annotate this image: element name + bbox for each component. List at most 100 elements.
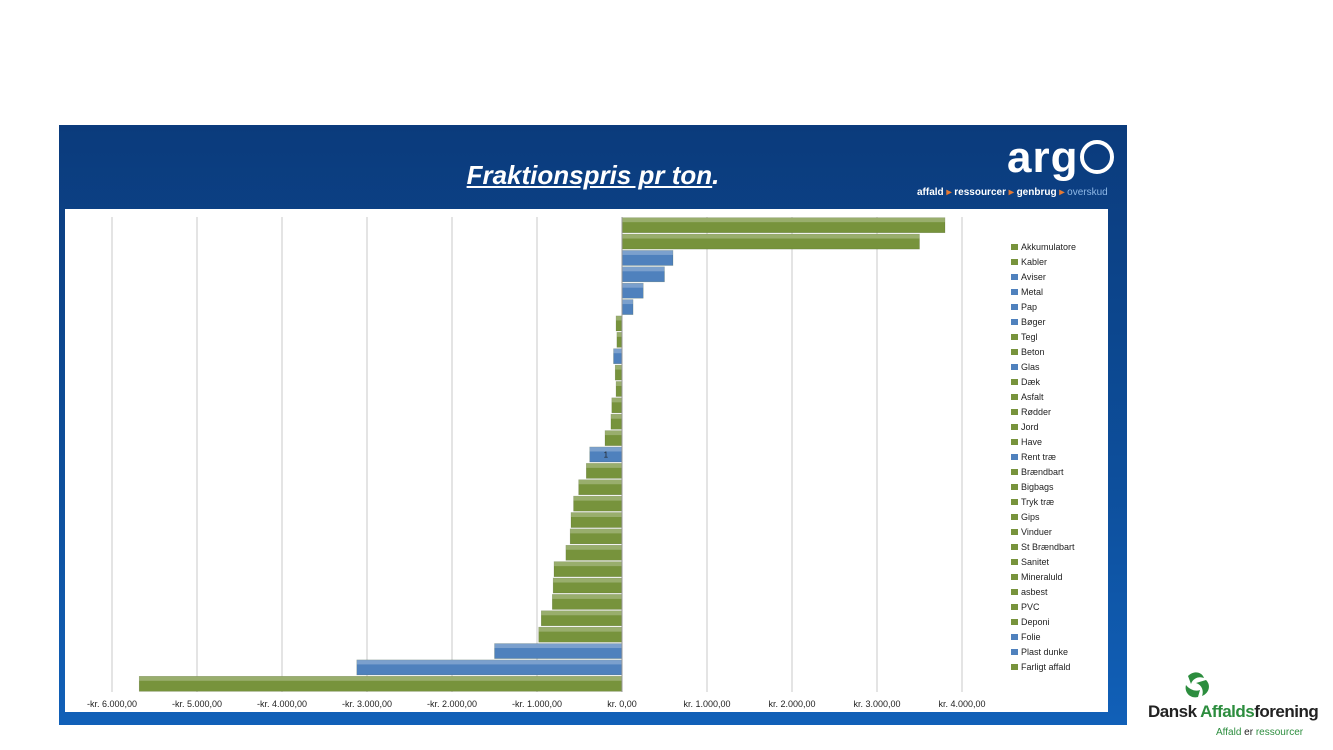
legend-label: Glas bbox=[1021, 362, 1040, 372]
tagline-arrow-1: ▸ bbox=[946, 187, 952, 198]
daf-slogan-part-3: ressourcer bbox=[1255, 727, 1304, 738]
x-tick-label: -kr. 1.000,00 bbox=[512, 699, 562, 709]
legend-label: PVC bbox=[1021, 602, 1040, 612]
legend-label: Mineraluld bbox=[1021, 572, 1063, 582]
bar-highlight bbox=[589, 446, 622, 452]
legend-label: Plast dunke bbox=[1021, 647, 1068, 657]
legend-swatch bbox=[1011, 589, 1018, 595]
bar-highlight bbox=[622, 234, 920, 239]
bar-highlight bbox=[494, 643, 622, 649]
argo-logo: arg bbox=[1007, 133, 1115, 183]
x-tick-label: -kr. 2.000,00 bbox=[427, 699, 477, 709]
x-tick-label: kr. 3.000,00 bbox=[853, 699, 900, 709]
daf-slogan-part-2: er bbox=[1241, 727, 1256, 738]
legend-swatch bbox=[1011, 289, 1018, 295]
legend-swatch bbox=[1011, 604, 1018, 610]
legend-label: Tegl bbox=[1021, 332, 1038, 342]
bar-highlight bbox=[622, 299, 634, 305]
legend-swatch bbox=[1011, 499, 1018, 505]
legend-swatch bbox=[1011, 619, 1018, 625]
x-tick-label: -kr. 6.000,00 bbox=[87, 699, 137, 709]
x-tick-label: kr. 0,00 bbox=[607, 699, 637, 709]
bar-highlight bbox=[616, 332, 622, 337]
bar-highlight bbox=[578, 479, 622, 485]
legend-swatch bbox=[1011, 364, 1018, 370]
legend-label: Tryk træ bbox=[1021, 497, 1054, 507]
bar-highlight bbox=[610, 414, 622, 419]
bar-highlight bbox=[538, 627, 622, 632]
legend-swatch bbox=[1011, 664, 1018, 670]
legend-swatch bbox=[1011, 424, 1018, 430]
legend-label: Folie bbox=[1021, 632, 1041, 642]
bar-highlight bbox=[565, 545, 622, 550]
bar-highlight bbox=[605, 430, 622, 436]
legend-swatch bbox=[1011, 454, 1018, 460]
legend-swatch bbox=[1011, 634, 1018, 640]
legend-label: Sanitet bbox=[1021, 557, 1050, 567]
bar-highlight bbox=[586, 463, 622, 468]
dansk-affaldsforening-logo: Dansk Affaldsforening Affald er ressourc… bbox=[1148, 670, 1319, 745]
bar-chart: -kr. 6.000,00 -kr. 5.000,00 -kr. 4.000,00 -… bbox=[87, 217, 1076, 709]
bar-highlight bbox=[552, 594, 622, 599]
bar-highlight bbox=[570, 528, 622, 534]
chart-title-dot: . bbox=[712, 160, 720, 190]
legend-swatch bbox=[1011, 379, 1018, 385]
legend-swatch bbox=[1011, 484, 1018, 490]
daf-name-part-2: Affalds bbox=[1200, 702, 1255, 721]
legend-label: Brændbart bbox=[1021, 467, 1064, 477]
tagline-part-2: ressourcer bbox=[954, 187, 1006, 198]
tagline-part-3: genbrug bbox=[1016, 187, 1057, 198]
legend-label: Aviser bbox=[1021, 272, 1046, 282]
legend-label: Kabler bbox=[1021, 257, 1047, 267]
x-tick-label: kr. 4.000,00 bbox=[938, 699, 985, 709]
legend-label: Rødder bbox=[1021, 407, 1051, 417]
legend-swatch bbox=[1011, 409, 1018, 415]
tagline-arrow-2: ▸ bbox=[1008, 187, 1014, 198]
legend-label: Akkumulatore bbox=[1021, 242, 1076, 252]
daf-name-part-1: Dansk bbox=[1148, 702, 1201, 721]
legend-swatch bbox=[1011, 544, 1018, 550]
tagline-part-1: affald bbox=[917, 187, 944, 198]
legend-label: Metal bbox=[1021, 287, 1043, 297]
legend-swatch bbox=[1011, 259, 1018, 265]
daf-slogan: Affald er ressourcer bbox=[1216, 727, 1303, 738]
legend-swatch bbox=[1011, 349, 1018, 355]
legend-swatch bbox=[1011, 394, 1018, 400]
legend-swatch bbox=[1011, 529, 1018, 535]
legend-label: Bøger bbox=[1021, 317, 1046, 327]
legend-label: Rent træ bbox=[1021, 452, 1056, 462]
bar-highlight bbox=[139, 676, 622, 681]
chart-title-text: Fraktionspris pr ton bbox=[466, 160, 713, 190]
x-tick-label: -kr. 4.000,00 bbox=[257, 699, 307, 709]
x-tick-label: kr. 1.000,00 bbox=[683, 699, 730, 709]
legend-label: Deponi bbox=[1021, 617, 1050, 627]
x-tick-label: -kr. 5.000,00 bbox=[172, 699, 222, 709]
legend-label: Jord bbox=[1021, 422, 1039, 432]
daf-name: Dansk Affaldsforening bbox=[1148, 702, 1319, 722]
tagline-arrow-3: ▸ bbox=[1059, 187, 1065, 198]
legend-label: Beton bbox=[1021, 347, 1045, 357]
legend-swatch bbox=[1011, 319, 1018, 325]
bar-highlight bbox=[616, 381, 622, 386]
legend-swatch bbox=[1011, 244, 1018, 250]
legend-label: Gips bbox=[1021, 512, 1040, 522]
legend-label: Have bbox=[1021, 437, 1042, 447]
chart-title: Fraktionspris pr ton. bbox=[59, 160, 1127, 191]
x-tick-label: -kr. 3.000,00 bbox=[342, 699, 392, 709]
legend-swatch bbox=[1011, 334, 1018, 340]
legend-label: Dæk bbox=[1021, 377, 1041, 387]
bar-highlight bbox=[553, 578, 622, 583]
legend-swatch bbox=[1011, 469, 1018, 475]
tagline-part-4: overskud bbox=[1067, 187, 1108, 198]
bar-highlight bbox=[541, 610, 622, 616]
bar-highlight bbox=[622, 283, 644, 288]
bar-highlight bbox=[622, 250, 673, 255]
chart-plot-area: -kr. 6.000,00 -kr. 5.000,00 -kr. 4.000,00 -… bbox=[65, 209, 1108, 712]
bar-data-label: 1 bbox=[604, 451, 609, 460]
legend-swatch bbox=[1011, 439, 1018, 445]
recycle-leaf-icon bbox=[1185, 672, 1209, 698]
bar-highlight bbox=[571, 512, 622, 518]
legend-label: Vinduer bbox=[1021, 527, 1052, 537]
legend-label: Pap bbox=[1021, 302, 1037, 312]
bar-highlight bbox=[554, 561, 622, 567]
